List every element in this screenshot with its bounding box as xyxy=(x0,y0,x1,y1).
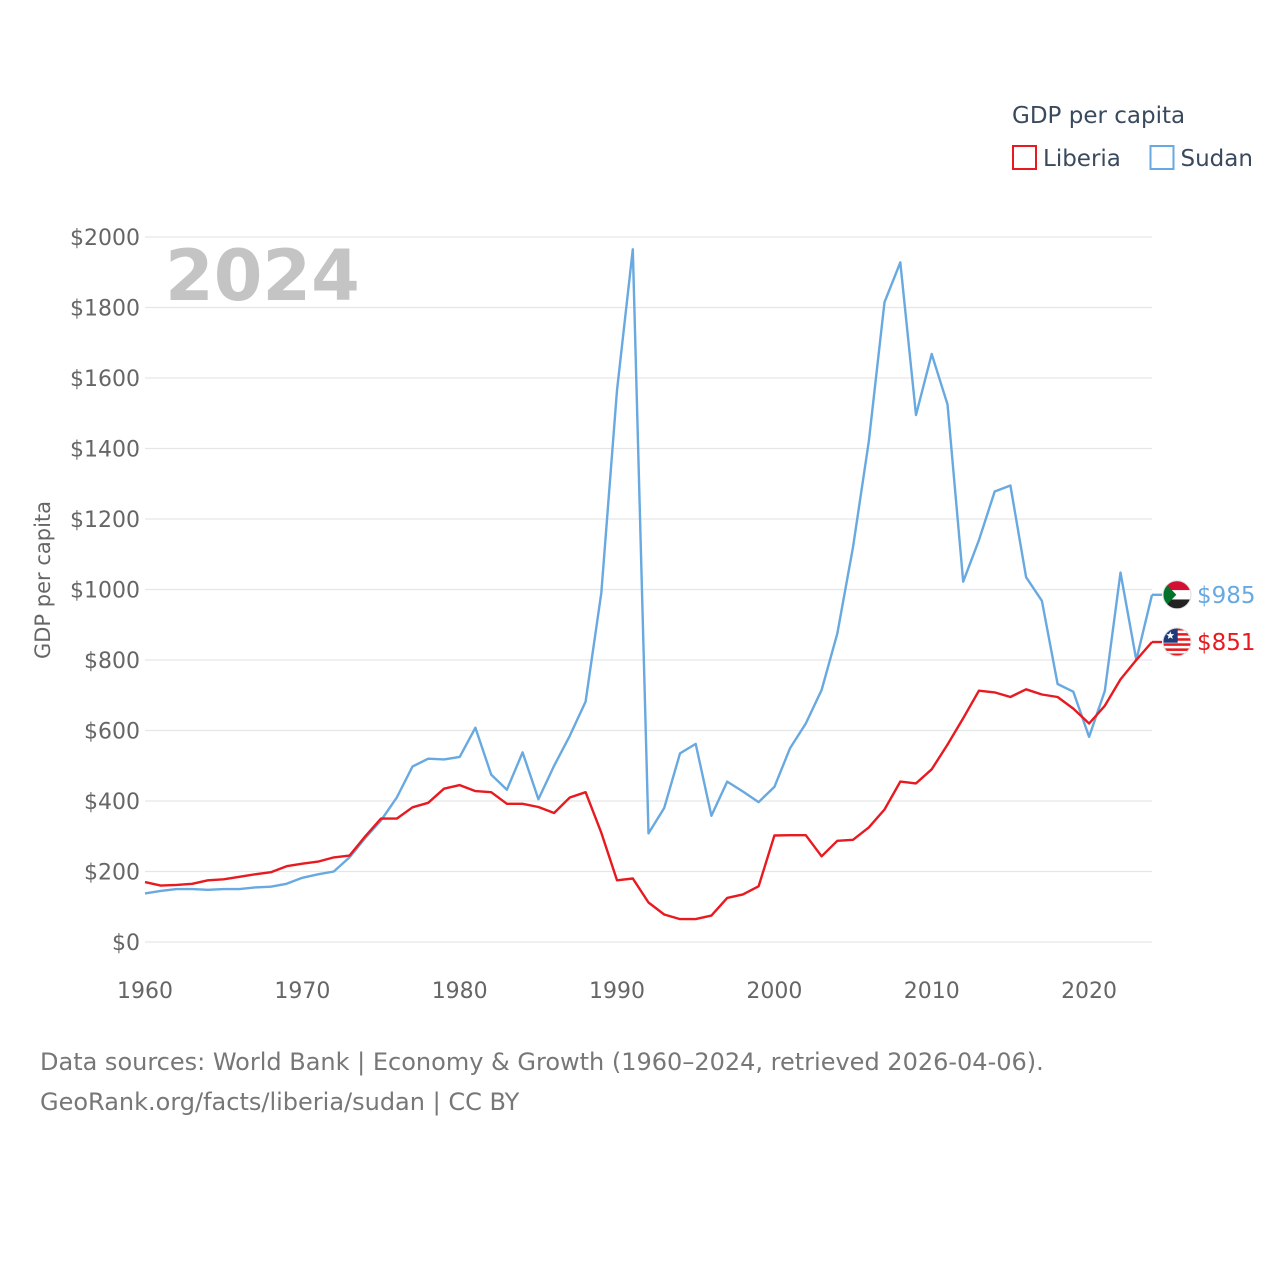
y-tick-label: $400 xyxy=(84,790,140,815)
grid-lines xyxy=(145,236,1152,943)
legend: GDP per capita Liberia Sudan xyxy=(1012,103,1253,172)
y-tick-label: $1600 xyxy=(70,367,140,392)
y-tick-label: $800 xyxy=(84,649,140,674)
liberia-flag-icon xyxy=(1162,627,1192,657)
legend-swatch-sudan[interactable] xyxy=(1149,145,1175,170)
x-tick-label: 1980 xyxy=(432,979,488,1004)
y-tick-label: $1400 xyxy=(70,438,140,463)
x-tick-label: 1990 xyxy=(589,979,645,1004)
y-axis: $0 $200 $400 $600 $800 $1000 $1200 $1400 $1600 $1… xyxy=(70,226,140,956)
series-line-liberia xyxy=(144,641,1153,921)
sudan-flag-icon xyxy=(1162,580,1192,610)
end-value-label-sudan: $985 xyxy=(1197,583,1256,609)
end-value-label-liberia: $851 xyxy=(1197,630,1256,656)
x-tick-label: 2010 xyxy=(904,979,960,1004)
gdp-line-chart: 2024 $0 $200 $400 $600 $800 $1000 $1200 $1400 $1… xyxy=(31,103,1256,1004)
y-tick-label: $200 xyxy=(84,861,140,886)
legend-label-sudan[interactable]: Sudan xyxy=(1181,146,1253,172)
x-tick-label: 2000 xyxy=(746,979,802,1004)
data-sources-text: Data sources: World Bank | Economy & Gro… xyxy=(40,1048,1044,1076)
series-line-sudan xyxy=(144,248,1154,895)
y-axis-label: GDP per capita xyxy=(31,501,55,659)
y-tick-label: $2000 xyxy=(70,226,140,251)
legend-title: GDP per capita xyxy=(1012,103,1185,129)
end-labels: $851 $985 xyxy=(1152,580,1256,657)
source-url-text[interactable]: GeoRank.org/facts/liberia/sudan | CC BY xyxy=(40,1088,520,1116)
legend-label-liberia[interactable]: Liberia xyxy=(1043,146,1121,172)
legend-swatch-liberia[interactable] xyxy=(1012,145,1037,170)
y-tick-label: $1000 xyxy=(70,579,140,604)
x-tick-label: 1960 xyxy=(117,979,173,1004)
x-tick-label: 2020 xyxy=(1061,979,1117,1004)
series-lines xyxy=(144,248,1154,921)
x-tick-label: 1970 xyxy=(274,979,330,1004)
year-label: 2024 xyxy=(165,235,360,317)
y-tick-label: $1200 xyxy=(70,508,140,533)
y-tick-label: $600 xyxy=(84,720,140,745)
y-tick-label: $1800 xyxy=(70,297,140,322)
footer: Data sources: World Bank | Economy & Gro… xyxy=(40,1042,1044,1122)
x-axis: 1960 1970 1980 1990 2000 2010 2020 xyxy=(117,979,1117,1004)
y-tick-label: $0 xyxy=(112,931,140,956)
